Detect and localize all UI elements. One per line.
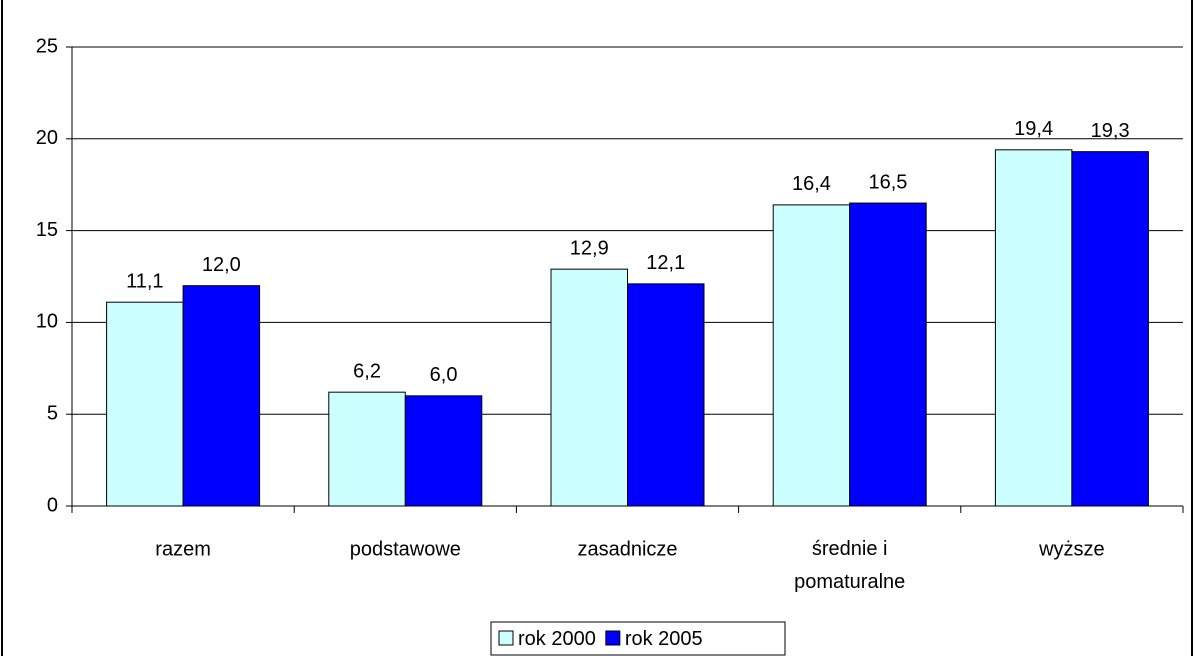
bar xyxy=(1071,151,1149,507)
bar xyxy=(106,301,184,507)
legend-label: rok 2000 xyxy=(518,628,596,650)
value-label: 12,0 xyxy=(202,254,241,276)
y-tick-label: 0 xyxy=(47,494,58,516)
bar xyxy=(627,283,705,507)
legend-box xyxy=(490,621,786,656)
legend-swatch xyxy=(605,630,621,646)
value-label: 19,3 xyxy=(1091,120,1130,142)
bar xyxy=(849,202,927,507)
bar xyxy=(772,204,851,507)
y-tick-label: 5 xyxy=(47,402,58,424)
y-tick-label: 10 xyxy=(36,311,58,333)
bar xyxy=(994,149,1073,507)
y-tick-label: 25 xyxy=(36,35,58,57)
bar xyxy=(404,395,483,507)
x-tick-label: średnie i pomaturalne xyxy=(794,538,905,593)
bar xyxy=(328,391,406,507)
value-label: 16,4 xyxy=(792,173,831,195)
x-tick-label: razem xyxy=(155,538,211,560)
y-tick-label: 20 xyxy=(36,127,58,149)
value-label: 6,0 xyxy=(430,364,458,386)
value-label: 6,2 xyxy=(353,360,381,382)
value-label: 16,5 xyxy=(868,171,907,193)
bar xyxy=(182,285,261,507)
value-label: 19,4 xyxy=(1014,118,1053,140)
x-tick-label: zasadnicze xyxy=(577,538,677,560)
x-tick-label: podstawowe xyxy=(350,538,461,560)
x-tick-label: wyższe xyxy=(1038,538,1105,560)
value-label: 12,9 xyxy=(570,237,609,259)
value-label: 11,1 xyxy=(126,270,163,292)
value-label: 12,1 xyxy=(646,252,685,274)
legend-label: rok 2005 xyxy=(625,628,703,650)
y-tick-label: 15 xyxy=(36,219,58,241)
bar xyxy=(550,268,628,507)
legend-swatch xyxy=(498,630,514,646)
